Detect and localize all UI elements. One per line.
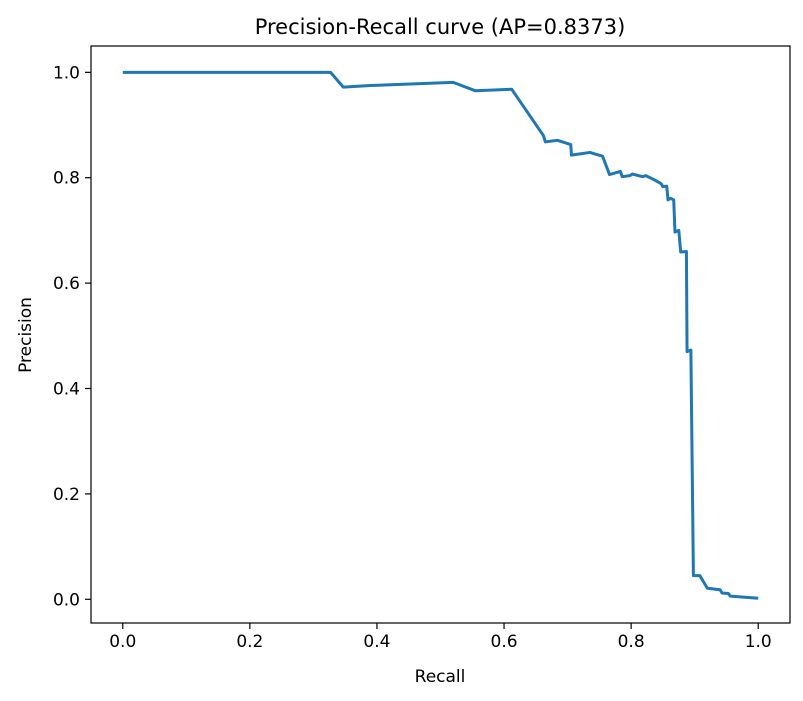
x-axis-label: Recall	[415, 667, 466, 687]
x-tick-label: 0.6	[491, 632, 518, 652]
chart-title: Precision-Recall curve (AP=0.8373)	[255, 15, 626, 39]
y-tick-label: 1.0	[53, 63, 80, 83]
x-tick-label: 0.0	[109, 632, 136, 652]
y-tick-label: 0.6	[53, 274, 80, 294]
plot-area	[90, 45, 791, 624]
x-tick-label: 1.0	[745, 632, 772, 652]
y-axis-label: Precision	[16, 297, 36, 373]
axis-ticks: 0.0 0.2 0.4 0.6 0.8 1.0 0.0 0.2 0.4 0.6 0.8 1.0	[53, 63, 772, 652]
series-line-0	[122, 70, 759, 600]
y-tick-label: 0.2	[53, 485, 80, 505]
y-tick-label: 0.4	[53, 380, 80, 400]
x-tick-label: 0.2	[236, 632, 263, 652]
axes-frame	[90, 45, 791, 624]
y-tick-label: 0.0	[53, 590, 80, 610]
x-tick-label: 0.8	[618, 632, 645, 652]
y-tick-label: 0.8	[53, 169, 80, 189]
x-tick-label: 0.4	[363, 632, 390, 652]
